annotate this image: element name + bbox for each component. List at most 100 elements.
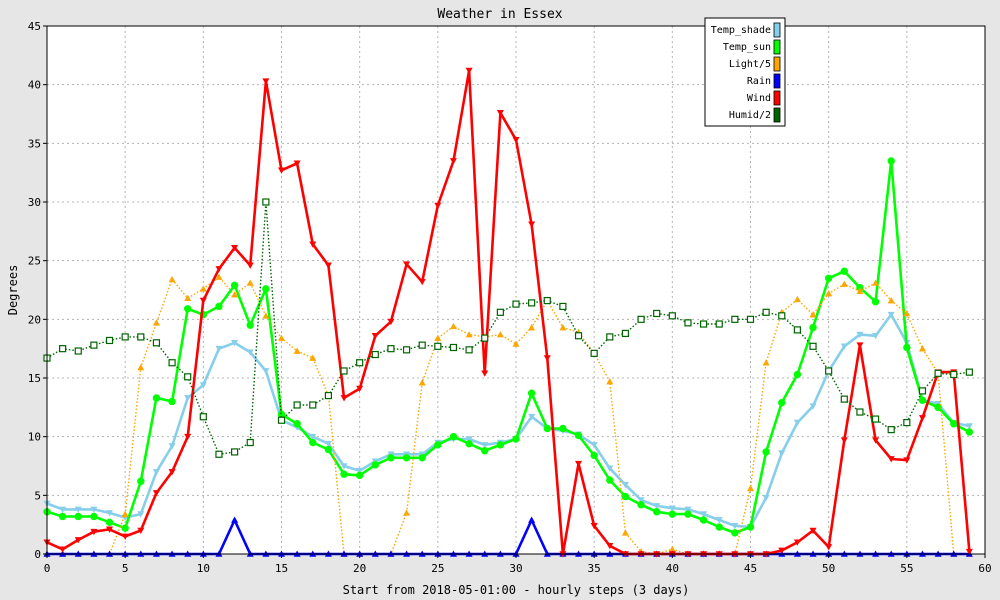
data-point-humid-2 xyxy=(293,401,301,409)
data-point-light-5 xyxy=(887,297,895,304)
x-tick-label: 10 xyxy=(197,562,210,575)
data-point-humid-2 xyxy=(965,368,973,376)
x-tick-label: 0 xyxy=(44,562,51,575)
legend-label: Temp_shade xyxy=(711,25,771,36)
data-point-light-5 xyxy=(184,294,192,302)
data-point-temp-shade xyxy=(137,511,145,518)
data-point-wind xyxy=(137,527,145,535)
data-point-temp-shade xyxy=(684,506,692,513)
legend-label: Wind xyxy=(747,93,771,104)
data-point-temp-sun xyxy=(715,523,723,531)
data-point-humid-2 xyxy=(356,359,364,367)
data-point-temp-sun xyxy=(699,516,708,524)
data-point-temp-sun xyxy=(371,461,379,469)
data-point-temp-sun xyxy=(496,441,505,449)
plot-area xyxy=(47,26,985,554)
data-point-wind xyxy=(872,437,880,444)
data-point-humid-2 xyxy=(559,302,567,311)
data-point-humid-2 xyxy=(387,345,395,353)
data-point-light-5 xyxy=(278,334,285,341)
legend-label: Temp_sun xyxy=(723,42,771,53)
data-point-temp-shade xyxy=(152,469,160,476)
data-point-light-5 xyxy=(293,347,301,354)
x-tick-label: 15 xyxy=(275,562,288,575)
data-point-temp-shade xyxy=(809,403,817,410)
series-line-humid-2 xyxy=(46,201,970,455)
data-point-humid-2 xyxy=(449,343,458,352)
data-point-temp-sun xyxy=(418,454,426,462)
legend-box xyxy=(704,17,786,127)
data-point-temp-sun xyxy=(105,518,114,527)
data-point-temp-sun xyxy=(58,512,67,521)
data-point-temp-shade xyxy=(340,463,348,470)
y-tick-label: 0 xyxy=(34,548,41,561)
data-point-wind xyxy=(106,526,114,533)
data-point-temp-shade xyxy=(481,442,489,449)
data-point-humid-2 xyxy=(528,299,536,307)
data-point-light-5 xyxy=(465,331,473,338)
data-point-temp-sun xyxy=(918,396,927,404)
data-point-temp-shade xyxy=(356,467,364,475)
legend-swatch xyxy=(773,90,781,106)
data-point-temp-shade xyxy=(324,440,332,448)
data-point-temp-shade xyxy=(59,506,67,513)
data-point-wind xyxy=(262,78,270,85)
x-tick-label: 50 xyxy=(822,562,835,575)
series-humid-2 xyxy=(43,198,973,458)
data-point-wind xyxy=(246,262,254,269)
data-point-light-5 xyxy=(856,287,864,294)
x-tick-label: 40 xyxy=(666,562,679,575)
legend-swatch xyxy=(773,107,781,123)
data-point-temp-sun xyxy=(824,274,833,282)
x-tick-label: 55 xyxy=(900,562,913,575)
y-axis-label: Degrees xyxy=(6,265,20,316)
data-point-humid-2 xyxy=(731,315,739,323)
data-point-light-5 xyxy=(825,290,833,297)
data-point-temp-sun xyxy=(402,454,411,462)
data-point-wind xyxy=(418,278,426,286)
data-point-humid-2 xyxy=(184,373,192,381)
data-point-temp-shade xyxy=(778,450,786,457)
y-tick-label: 25 xyxy=(28,255,41,268)
data-point-wind xyxy=(59,546,67,553)
data-point-temp-shade xyxy=(184,395,192,402)
data-point-wind xyxy=(965,548,973,556)
data-point-light-5 xyxy=(872,279,880,286)
data-point-light-5 xyxy=(246,279,254,286)
data-point-temp-sun xyxy=(121,524,129,532)
data-point-temp-sun xyxy=(887,157,895,165)
data-point-humid-2 xyxy=(481,334,489,342)
data-point-humid-2 xyxy=(715,320,723,328)
data-point-light-5 xyxy=(449,322,457,330)
data-point-humid-2 xyxy=(950,370,958,379)
data-point-humid-2 xyxy=(434,342,442,350)
legend: Temp_shade Temp_sun Light/5 Rain Wind Humid/2 xyxy=(704,17,786,127)
legend-label: Humid/2 xyxy=(729,110,771,121)
data-point-wind xyxy=(449,158,457,165)
data-point-wind xyxy=(215,266,223,273)
data-point-humid-2 xyxy=(871,415,880,423)
data-point-wind xyxy=(481,370,489,377)
data-point-humid-2 xyxy=(887,426,895,434)
data-point-temp-sun xyxy=(230,281,239,290)
data-point-temp-sun xyxy=(90,512,98,521)
data-point-light-5 xyxy=(434,334,442,341)
data-point-temp-sun xyxy=(215,302,223,311)
chart-title: Weather in Essex xyxy=(437,7,562,22)
y-tick-label: 30 xyxy=(28,196,41,209)
data-point-humid-2 xyxy=(762,308,770,316)
data-point-temp-shade xyxy=(106,510,114,517)
legend-swatch xyxy=(773,22,781,38)
data-point-temp-sun xyxy=(809,323,817,332)
data-point-wind xyxy=(121,533,129,540)
data-point-humid-2 xyxy=(231,448,239,456)
data-point-humid-2 xyxy=(309,401,317,409)
data-point-humid-2 xyxy=(152,339,161,347)
data-point-light-5 xyxy=(152,319,160,326)
data-point-wind xyxy=(809,527,817,535)
x-tick-label: 35 xyxy=(588,562,601,575)
data-point-temp-sun xyxy=(793,370,802,379)
data-point-temp-sun xyxy=(653,508,661,516)
y-tick-label: 5 xyxy=(34,489,41,502)
